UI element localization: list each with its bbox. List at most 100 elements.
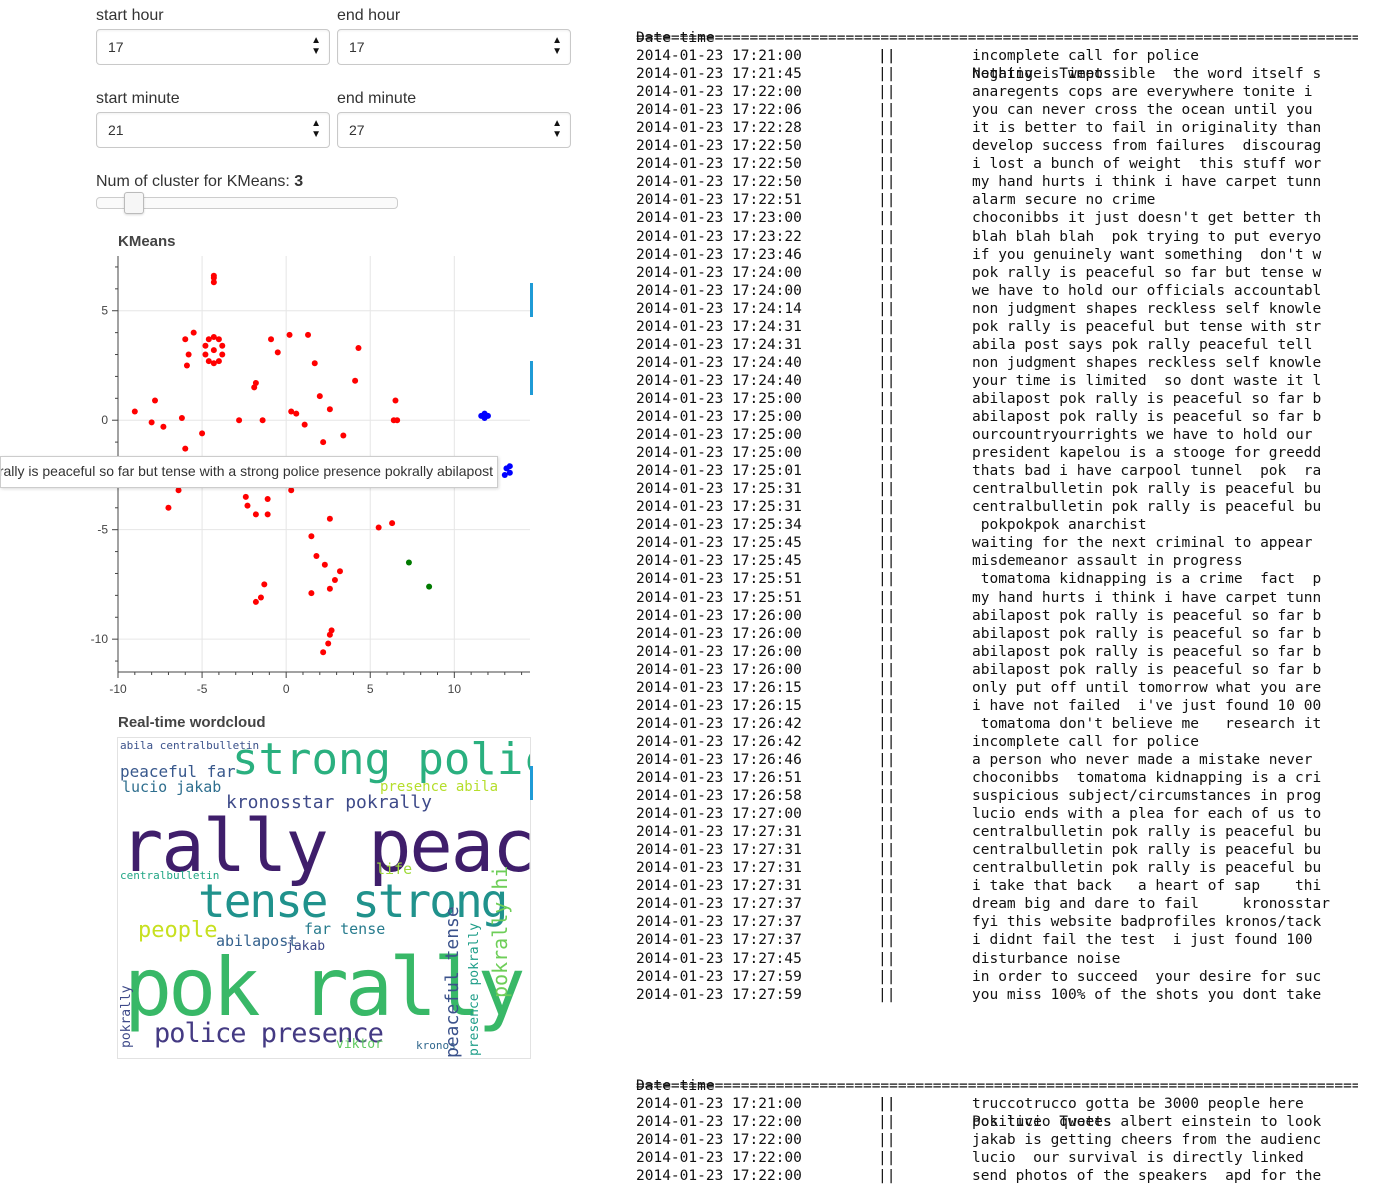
scatter-point[interactable] [336,568,343,575]
scatter-point[interactable] [261,581,268,588]
scatter-point[interactable] [321,561,328,568]
scatter-point[interactable] [355,344,362,351]
scatter-point[interactable] [182,445,189,452]
end-minute-select[interactable]: 27 ▲ ▼ [337,112,571,148]
tweet-separator: || [878,138,896,155]
scatter-point[interactable] [259,417,266,424]
scatter-point[interactable] [506,469,513,476]
scatter-point[interactable] [183,362,190,369]
scatter-point[interactable] [326,585,333,592]
cluster-slider-handle[interactable] [124,192,144,214]
scatter-point[interactable] [148,419,155,426]
scatter-point[interactable] [375,524,382,531]
scatter-point[interactable] [210,360,217,367]
point-hover-tooltip: pok rally is peaceful so far but tense w… [0,456,498,488]
start-minute-select[interactable]: 21 ▲ ▼ [96,112,330,148]
scatter-point[interactable] [131,408,138,415]
tweet-separator: || [878,264,896,281]
scatter-point[interactable] [286,331,293,338]
scatter-point[interactable] [288,408,295,415]
tweet-separator: || [878,932,896,949]
scatter-point[interactable] [481,410,488,417]
scatter-point[interactable] [205,358,212,365]
scatter-point[interactable] [242,493,249,500]
scatter-point[interactable] [506,463,513,470]
scatter-point[interactable] [264,496,271,503]
scatter-point[interactable] [251,384,258,391]
scatter-point[interactable] [205,336,212,343]
scatter-point[interactable] [202,342,209,349]
tweet-datetime: 2014-01-23 17:27:31 [636,878,802,895]
tweet-text: your time is limited so dont waste it l [972,372,1322,389]
scatter-point[interactable] [252,598,259,605]
scatter-point[interactable] [392,397,399,404]
tweet-datetime: 2014-01-23 17:24:31 [636,336,802,353]
scatter-point[interactable] [311,360,318,367]
scatter-point[interactable] [389,520,396,527]
start-hour-select[interactable]: 17 ▲ ▼ [96,29,330,65]
scatter-point[interactable] [405,559,412,566]
scatter-point[interactable] [288,487,295,494]
scatter-point[interactable] [210,334,217,341]
scatter-point[interactable] [215,358,222,365]
scatter-point[interactable] [190,329,197,336]
scatter-point[interactable] [268,336,275,343]
tweet-datetime: 2014-01-23 17:25:00 [636,427,802,444]
tweet-separator: || [878,1096,896,1112]
scatter-point[interactable] [308,590,315,597]
scatter-point[interactable] [326,406,333,413]
cluster-slider-track[interactable] [96,197,398,209]
scatter-point[interactable] [316,393,323,400]
scatter-point[interactable] [264,511,271,518]
scatter-point[interactable] [210,347,217,354]
scatter-point[interactable] [340,432,347,439]
scatter-point[interactable] [320,649,327,656]
tweet-row: 2014-01-23 17:27:37 || i didnt fail the te… [0,931,1400,949]
wordcloud-toolbar-mark[interactable] [530,766,533,800]
scatter-point[interactable] [165,504,172,511]
scatter-point[interactable] [210,274,217,281]
scatter-point[interactable] [352,377,359,384]
scatter-point[interactable] [325,640,332,647]
scatter-point[interactable] [308,533,315,540]
tweet-datetime: 2014-01-23 17:24:00 [636,282,802,299]
scatter-point[interactable] [293,410,300,417]
wordcloud-word: lucio jakab [122,778,222,796]
scatter-point[interactable] [202,351,209,358]
scatter-point[interactable] [257,594,264,601]
scatter-point[interactable] [175,487,182,494]
scatter-point[interactable] [182,336,189,343]
scatter-point[interactable] [236,417,243,424]
toolbar-pan-tool[interactable] [530,283,533,317]
scatter-point[interactable] [426,583,433,590]
scatter-point[interactable] [160,423,167,430]
tweet-row: 2014-01-23 17:24:14 || non judgment shapes… [0,300,1400,318]
tweet-text: it is better to fail in originality than [972,120,1322,137]
scatter-point[interactable] [326,631,333,638]
scatter-point[interactable] [185,351,192,358]
scatter-point[interactable] [305,331,312,338]
end-hour-select[interactable]: 17 ▲ ▼ [337,29,571,65]
scatter-point[interactable] [252,511,259,518]
scatter-point[interactable] [394,417,401,424]
scatter-point[interactable] [178,415,185,422]
scatter-point[interactable] [219,342,226,349]
scatter-point[interactable] [313,552,320,559]
kmeans-scatter-plot[interactable]: -10 -5 0 5 10 5 0 -5 -10 [60,250,540,700]
end-hour-value: 17 [349,39,365,55]
scatter-point[interactable] [501,471,508,478]
scatter-point[interactable] [274,349,281,356]
tweet-datetime: 2014-01-23 17:24:40 [636,372,802,389]
scatter-point[interactable] [331,577,338,584]
scatter-point[interactable] [326,515,333,522]
scatter-point[interactable] [215,336,222,343]
toolbar-zoom-tool[interactable] [530,361,533,395]
scatter-point[interactable] [320,439,327,446]
tweet-separator: || [878,571,896,588]
scatter-point[interactable] [210,279,217,286]
scatter-point[interactable] [199,430,206,437]
scatter-point[interactable] [219,351,226,358]
scatter-point[interactable] [151,397,158,404]
scatter-point[interactable] [244,502,251,509]
scatter-point[interactable] [301,421,308,428]
